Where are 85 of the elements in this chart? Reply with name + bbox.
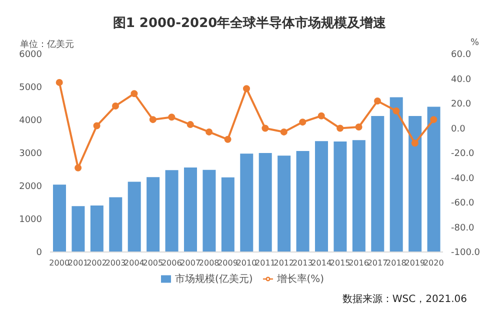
- y2-tick-label: 0.0: [451, 124, 466, 134]
- point: [130, 90, 138, 98]
- point: [168, 114, 176, 121]
- bar: [146, 177, 160, 252]
- point: [374, 98, 381, 105]
- bar: [90, 205, 104, 252]
- x-tick-label: 2018: [386, 258, 406, 268]
- y-tick-label: 1000: [19, 215, 42, 226]
- bar: [184, 168, 197, 252]
- x-tick-label: 2009: [218, 258, 238, 268]
- bar: [221, 177, 234, 252]
- point: [243, 85, 250, 92]
- point: [56, 78, 63, 86]
- point: [224, 136, 232, 143]
- x-tick-label: 2020: [423, 258, 444, 268]
- y2-tick-label: 20.0: [451, 100, 472, 110]
- y-tick-label: 0: [36, 248, 42, 258]
- bar: [72, 206, 85, 252]
- y2-tick-label: 60.0: [451, 50, 472, 60]
- point: [262, 124, 269, 132]
- point: [93, 122, 100, 130]
- point: [411, 140, 418, 147]
- bar: [202, 170, 216, 252]
- bar: [165, 170, 178, 252]
- y2-tick-label: -20.0: [451, 149, 475, 160]
- y2-tick-label: -40.0: [451, 174, 475, 184]
- y2-tick-label: 40.0: [451, 74, 472, 85]
- x-tick-label: 2013: [292, 258, 313, 268]
- y-axis-title: 单位：亿美元: [20, 38, 74, 50]
- x-tick-label: 2011: [255, 258, 276, 268]
- y-tick-label: 2000: [19, 182, 42, 192]
- x-tick-label: 2015: [330, 258, 350, 268]
- point: [280, 128, 288, 136]
- point: [74, 164, 82, 172]
- x-tick-label: 2019: [404, 258, 426, 268]
- y2-tick-label: -80.0: [451, 223, 475, 234]
- y-tick-label: 3000: [19, 149, 42, 160]
- x-tick-label: 2017: [367, 258, 388, 268]
- bar: [128, 182, 141, 252]
- x-tick-label: 2004: [124, 258, 144, 268]
- point: [336, 124, 344, 132]
- x-tick-label: 2006: [161, 258, 182, 268]
- bar: [315, 141, 328, 252]
- y2-tick-label: -60.0: [451, 198, 475, 209]
- legend-label: 增长率(%): [276, 274, 324, 285]
- bar: [371, 116, 384, 252]
- point: [112, 102, 119, 110]
- bar: [352, 140, 366, 252]
- point: [186, 121, 194, 128]
- point: [318, 112, 325, 120]
- bar: [390, 97, 403, 252]
- chart-title: 图1 2000-2020年全球半导体市场规模及增速: [112, 14, 388, 33]
- bar: [258, 153, 272, 252]
- source-note: 数据来源：WSC，2021.06: [342, 292, 467, 306]
- point: [149, 116, 156, 124]
- x-tick-label: 2003: [105, 258, 126, 268]
- y2-tick-label: -100.0: [451, 248, 480, 258]
- point: [430, 116, 438, 124]
- x-tick-label: 2014: [311, 258, 332, 268]
- point: [392, 107, 400, 114]
- x-tick-label: 2012: [274, 258, 294, 268]
- point: [299, 118, 306, 126]
- x-tick-label: 2000: [49, 258, 70, 268]
- bar: [240, 154, 254, 252]
- point: [355, 124, 362, 131]
- bar: [296, 151, 310, 252]
- bar: [109, 197, 122, 252]
- x-tick-label: 2005: [142, 258, 164, 268]
- y-tick-label: 6000: [19, 50, 42, 60]
- x-tick-label: 2002: [86, 258, 107, 268]
- x-tick-label: 2007: [180, 258, 201, 268]
- bar: [334, 141, 347, 252]
- bar: [53, 184, 66, 252]
- bar: [408, 116, 422, 252]
- bar: [278, 156, 291, 252]
- x-tick-label: 2008: [198, 258, 220, 268]
- x-tick-label: 2010: [236, 258, 257, 268]
- x-tick-label: 2001: [68, 258, 88, 268]
- y-tick-label: 4000: [19, 116, 42, 126]
- bar: [427, 106, 440, 252]
- point: [206, 128, 213, 136]
- x-tick-label: 2016: [348, 258, 369, 268]
- y-tick-label: 5000: [19, 83, 42, 94]
- y2-axis-title: %: [470, 38, 479, 48]
- legend-label: 市场规模(亿美元): [174, 274, 253, 285]
